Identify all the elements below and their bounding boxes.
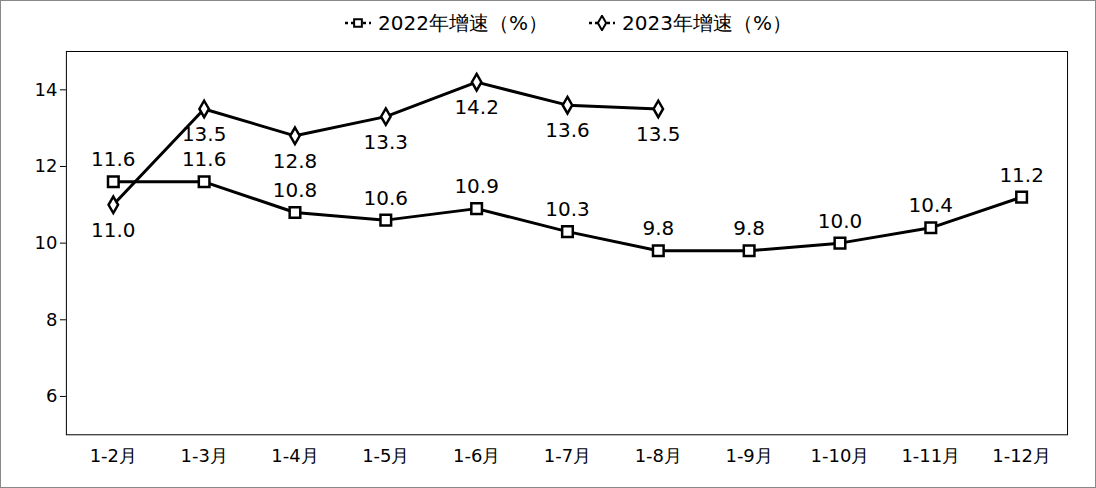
svg-text:14: 14 — [35, 79, 58, 100]
svg-text:1-7月: 1-7月 — [544, 445, 591, 466]
svg-text:1-5月: 1-5月 — [362, 445, 409, 466]
svg-text:12.8: 12.8 — [273, 149, 317, 173]
svg-text:1-8月: 1-8月 — [635, 445, 682, 466]
svg-text:12: 12 — [35, 155, 58, 176]
svg-text:13.3: 13.3 — [364, 130, 408, 154]
html-text:2022年增速（%）: 2022年增速（%） — [378, 10, 548, 35]
svg-text:10.9: 10.9 — [454, 174, 498, 198]
svg-text:1-4月: 1-4月 — [271, 445, 318, 466]
svg-text:9.8: 9.8 — [642, 216, 674, 240]
svg-text:11.6: 11.6 — [182, 147, 226, 171]
svg-text:1-6月: 1-6月 — [453, 445, 500, 466]
svg-text:10.0: 10.0 — [818, 209, 862, 233]
svg-text:6: 6 — [46, 385, 57, 406]
svg-text:10.8: 10.8 — [273, 178, 317, 202]
svg-text:11.0: 11.0 — [91, 218, 135, 242]
svg-text:1-11月: 1-11月 — [901, 445, 960, 466]
svg-text:1-2月: 1-2月 — [90, 445, 137, 466]
svg-text:11.6: 11.6 — [91, 147, 135, 171]
svg-text:10.6: 10.6 — [364, 186, 408, 210]
svg-text:1-9月: 1-9月 — [725, 445, 772, 466]
svg-text:13.6: 13.6 — [545, 118, 589, 142]
svg-text:11.2: 11.2 — [999, 163, 1043, 187]
svg-text:10: 10 — [35, 232, 58, 253]
svg-text:1-10月: 1-10月 — [811, 445, 870, 466]
html-text:2023年增速（%）: 2023年增速（%） — [622, 10, 792, 35]
svg-text:10.3: 10.3 — [545, 197, 589, 221]
svg-text:10.4: 10.4 — [909, 193, 953, 217]
svg-text:1-12月: 1-12月 — [992, 445, 1051, 466]
svg-text:9.8: 9.8 — [733, 216, 765, 240]
svg-text:13.5: 13.5 — [182, 122, 226, 146]
svg-text:1-3月: 1-3月 — [180, 445, 227, 466]
svg-text:14.2: 14.2 — [454, 95, 498, 119]
svg-text:13.5: 13.5 — [636, 122, 680, 146]
svg-text:8: 8 — [46, 309, 57, 330]
